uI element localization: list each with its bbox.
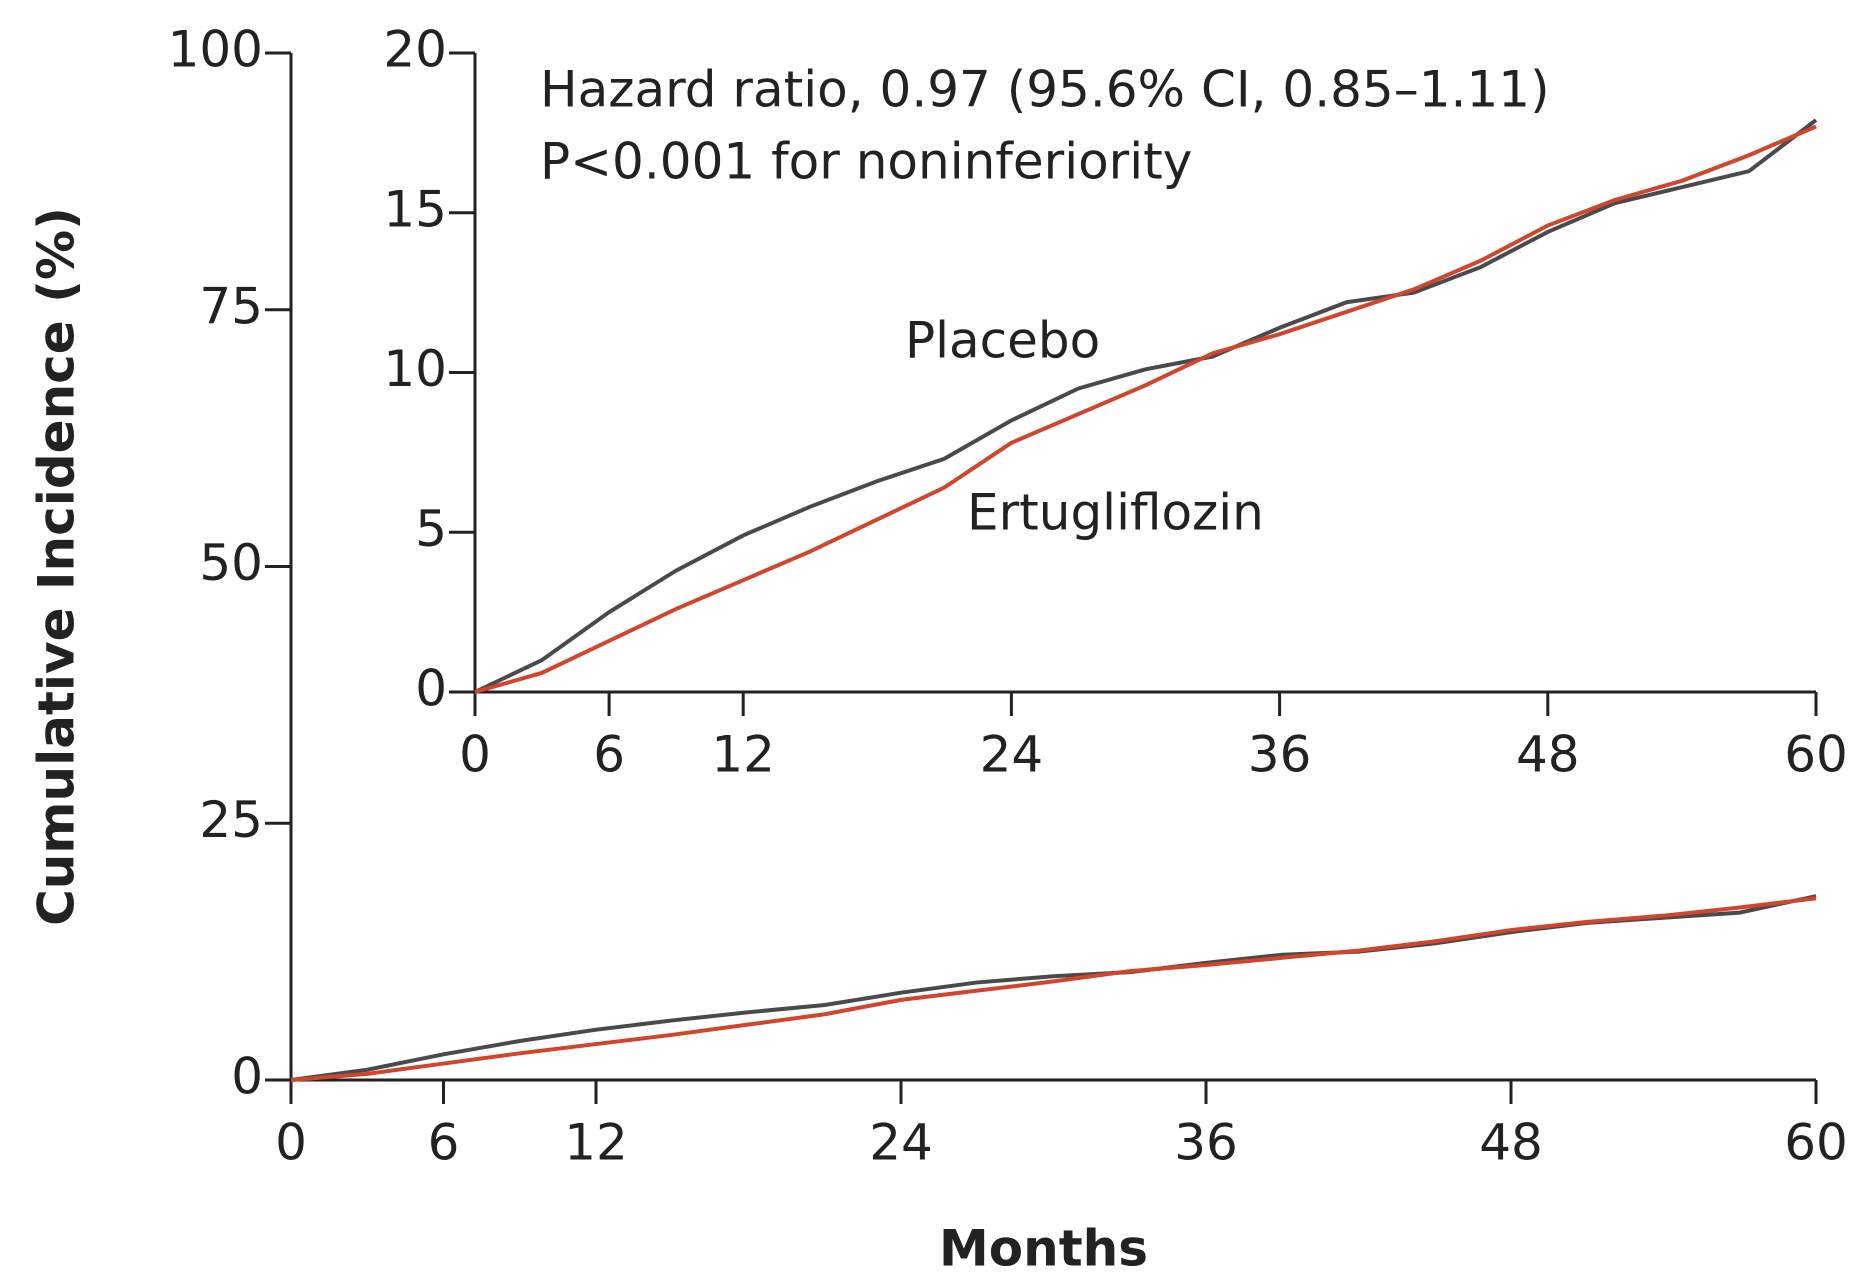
y-tick-label: 15 <box>383 180 447 238</box>
y-axis-title: Cumulative Incidence (%) <box>28 207 86 926</box>
x-tick-label: 0 <box>459 726 491 784</box>
series-line <box>474 124 1817 694</box>
y-tick-label: 5 <box>415 500 447 558</box>
y-tick-label: 0 <box>415 660 447 718</box>
series-line <box>290 896 1817 1082</box>
x-tick-label: 12 <box>564 1114 628 1172</box>
x-tick-label: 48 <box>1479 1114 1543 1172</box>
x-tick-label: 24 <box>869 1114 933 1172</box>
series-label: Placebo <box>905 312 1100 370</box>
axis <box>289 53 1816 1082</box>
x-tick-label: 0 <box>275 1114 307 1172</box>
x-axis-title: Months <box>939 1220 1148 1278</box>
x-tick-label: 36 <box>1248 726 1312 784</box>
x-tick-label: 6 <box>428 1114 460 1172</box>
x-tick-label: 12 <box>711 726 775 784</box>
annotation: P<0.001 for noninferiority <box>540 133 1192 191</box>
annotation: Hazard ratio, 0.97 (95.6% CI, 0.85–1.11) <box>540 61 1550 119</box>
series-line <box>474 118 1818 694</box>
y-tick-label: 0 <box>231 1048 263 1106</box>
y-tick-label: 100 <box>168 21 263 79</box>
y-tick-label: 25 <box>199 791 263 849</box>
x-tick-label: 60 <box>1784 726 1848 784</box>
y-tick-label: 50 <box>199 534 263 592</box>
x-tick-label: 60 <box>1784 1114 1848 1172</box>
y-tick-label: 10 <box>383 340 447 398</box>
y-tick-label: 75 <box>199 277 263 335</box>
series-label: Ertugliflozin <box>967 484 1264 542</box>
x-tick-label: 36 <box>1174 1114 1238 1172</box>
y-tick-label: 20 <box>383 21 447 79</box>
x-tick-label: 6 <box>593 726 625 784</box>
x-tick-label: 24 <box>980 726 1044 784</box>
x-tick-label: 48 <box>1516 726 1580 784</box>
